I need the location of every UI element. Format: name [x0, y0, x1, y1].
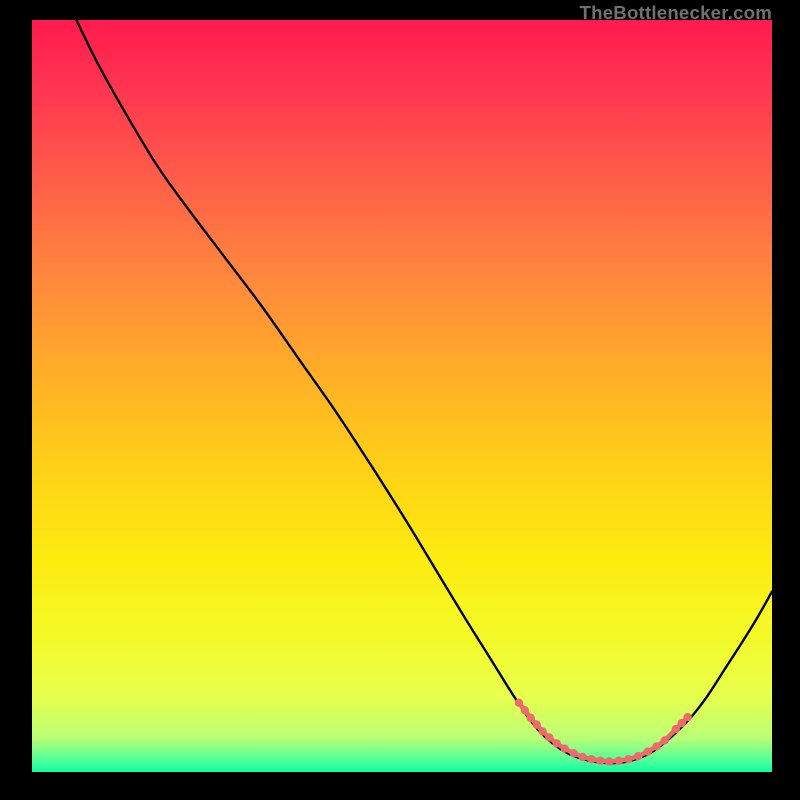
marker-dot — [545, 733, 553, 741]
marker-dot — [596, 757, 604, 765]
watermark-text: TheBottlenecker.com — [580, 2, 773, 24]
marker-dot — [672, 725, 680, 733]
marker-dot — [538, 727, 546, 735]
marker-dot — [643, 747, 651, 755]
marker-dot — [515, 699, 523, 707]
marker-dot — [587, 755, 595, 763]
marker-dot — [634, 752, 642, 760]
marker-dot — [532, 720, 540, 728]
marker-dot — [578, 753, 586, 761]
marker-dot — [615, 757, 623, 765]
marker-dot — [605, 757, 613, 765]
marker-dot — [521, 706, 529, 714]
marker-dot — [652, 742, 660, 750]
marker-dot — [661, 736, 669, 744]
marker-dot — [527, 714, 535, 722]
marker-dot — [683, 713, 691, 721]
stage: TheBottlenecker.com — [0, 0, 800, 800]
chart-svg — [0, 0, 800, 800]
plot-background — [32, 20, 772, 772]
marker-dot — [569, 749, 577, 757]
marker-dot — [552, 739, 560, 747]
marker-dot — [678, 719, 686, 727]
marker-dot — [561, 744, 569, 752]
marker-dot — [624, 755, 632, 763]
